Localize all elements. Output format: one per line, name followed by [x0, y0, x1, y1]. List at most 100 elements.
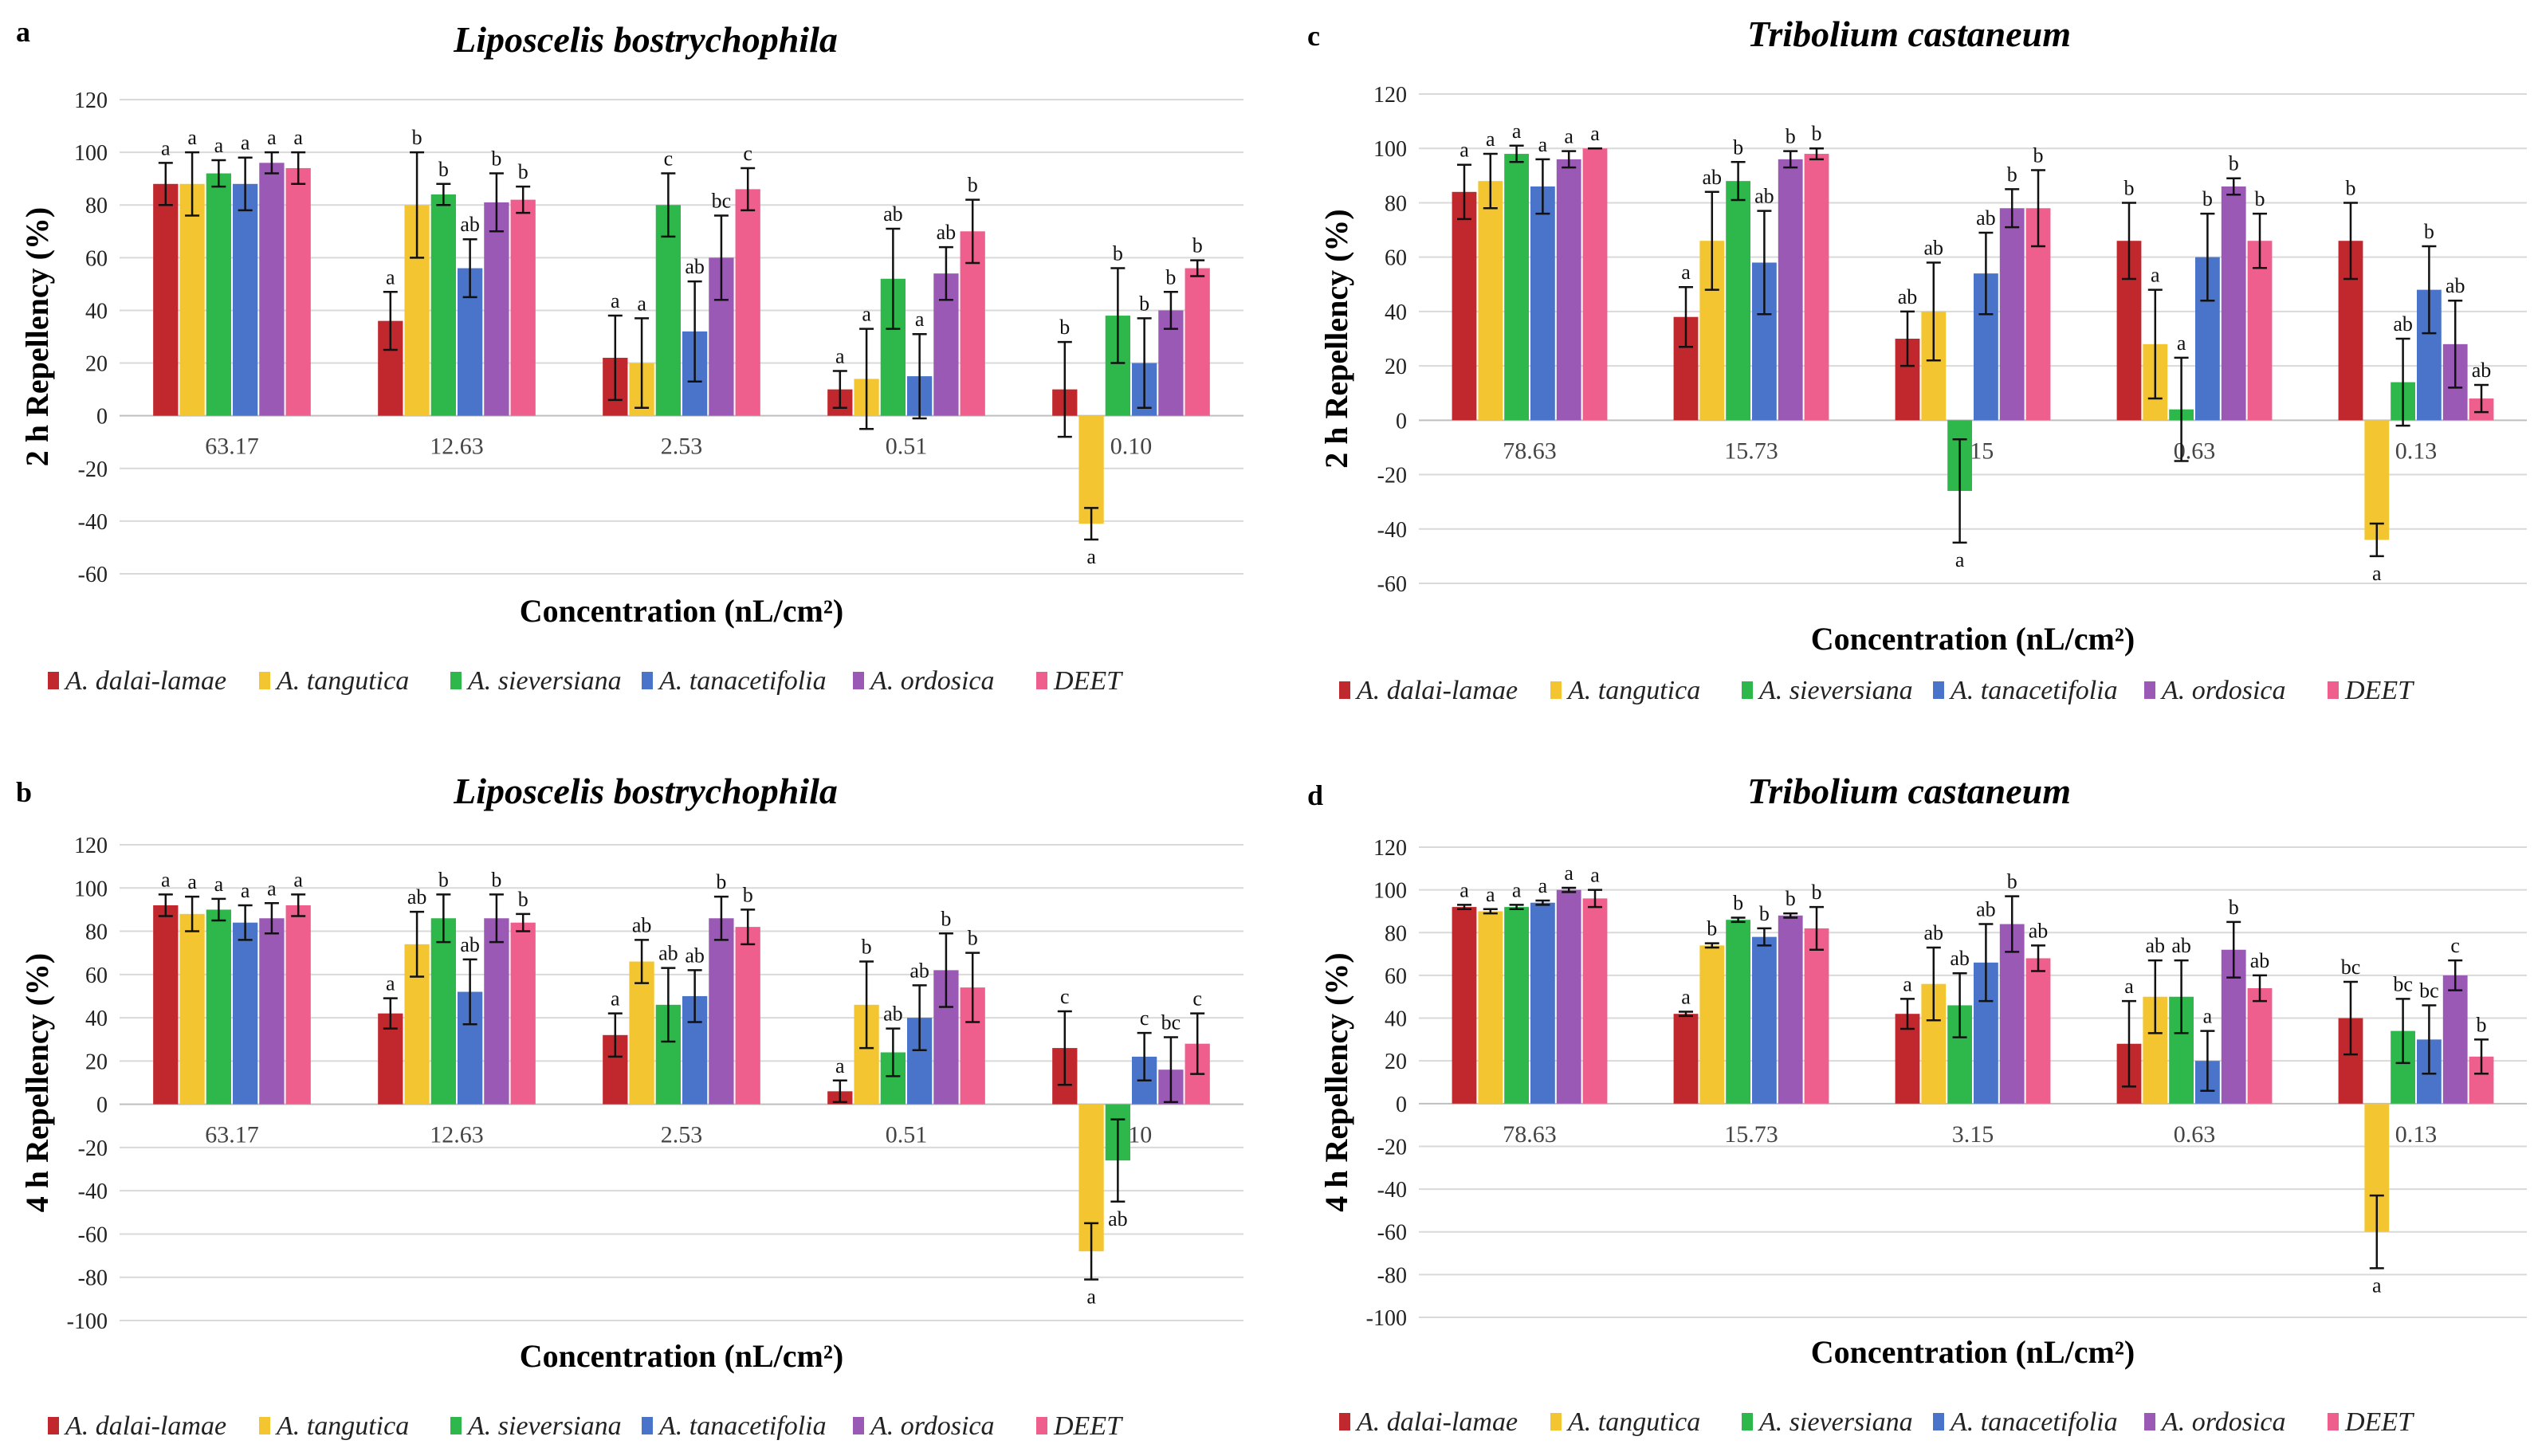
- chart-title: Liposcelis bostrychophila: [453, 19, 838, 60]
- significance-letter: ab: [460, 933, 480, 956]
- y-tick-label: -100: [67, 1309, 108, 1334]
- legend-label: A. tanacetifolia: [658, 1411, 827, 1441]
- bar: [1504, 907, 1529, 1104]
- significance-letter: ab: [2472, 359, 2492, 382]
- significance-letter: a: [611, 987, 620, 1011]
- legend-swatch: [48, 672, 59, 689]
- bar: [1804, 154, 1829, 421]
- bar: [206, 909, 231, 1105]
- y-tick-label: 60: [85, 246, 108, 271]
- significance-letter: b: [968, 927, 978, 950]
- significance-letter: c: [1060, 985, 1070, 1008]
- bar: [430, 918, 456, 1105]
- significance-letter: ab: [909, 959, 929, 982]
- bar: [1778, 915, 1803, 1104]
- significance-letter: b: [941, 907, 951, 930]
- legend-label: A. tangutica: [275, 666, 409, 696]
- bar: [1999, 924, 2025, 1104]
- category-label: 15.73: [1724, 438, 1778, 464]
- y-tick-label: 120: [74, 834, 108, 858]
- panel-d: d Tribolium castaneum -100 -80 -60 -40 -20 0 20 4…: [1307, 771, 2527, 1437]
- legend-swatch: [853, 1417, 864, 1434]
- legend-swatch: [1742, 681, 1753, 699]
- bar: [1184, 268, 1210, 416]
- significance-letter: a: [1512, 120, 1522, 143]
- bar: [1530, 902, 1555, 1104]
- significance-letter: bc: [2419, 979, 2439, 1002]
- legend-swatch: [853, 672, 864, 689]
- significance-letter: a: [1590, 122, 1600, 145]
- significance-letter: b: [1786, 125, 1796, 148]
- chart-title: Liposcelis bostrychophila: [453, 771, 838, 811]
- significance-letter: a: [241, 879, 250, 902]
- significance-letter: a: [915, 308, 925, 331]
- significance-letter: a: [2151, 264, 2160, 287]
- bar: [629, 961, 654, 1105]
- significance-letter: a: [1955, 548, 1965, 571]
- y-tick-label: 120: [1373, 83, 1407, 108]
- legend-swatch: [1550, 1413, 1562, 1430]
- legend-label: DEET: [1053, 1411, 1123, 1441]
- x-axis-title: Concentration (nL/cm²): [520, 593, 843, 629]
- bar: [1504, 154, 1529, 421]
- y-tick-label: 100: [1373, 137, 1407, 162]
- category-label: 63.17: [205, 1122, 259, 1148]
- significance-letter: ab: [883, 1003, 903, 1026]
- legend-swatch: [259, 1417, 270, 1434]
- bar: [285, 905, 311, 1105]
- bar: [259, 163, 285, 416]
- legend-label: A. tangutica: [1566, 676, 1700, 705]
- significance-letter: b: [1059, 316, 1070, 339]
- bar: [1478, 181, 1503, 421]
- significance-letter: ab: [2250, 949, 2270, 972]
- panel-letter: c: [1307, 20, 1320, 52]
- significance-letter: b: [1165, 265, 1176, 288]
- legend: A. dalai-lamae A. tangutica A. sieversiana…: [48, 1411, 1123, 1441]
- y-tick-label: -60: [78, 563, 108, 587]
- category-label: 78.63: [1503, 1121, 1557, 1148]
- bar: [1530, 186, 1555, 421]
- legend-swatch: [1933, 1413, 1944, 1430]
- significance-letter: b: [1733, 892, 1743, 915]
- legend-swatch: [642, 1417, 653, 1434]
- bar: [510, 199, 536, 416]
- bar: [1999, 208, 2025, 421]
- bar: [484, 202, 509, 416]
- significance-letter: ab: [685, 255, 705, 278]
- significance-letter: a: [1681, 261, 1691, 284]
- legend-label: A. ordosica: [2160, 676, 2286, 705]
- bar: [510, 922, 536, 1105]
- category-label: 2.53: [661, 1122, 703, 1148]
- legend-label: A. dalai-lamae: [1355, 1407, 1518, 1437]
- bar: [2442, 975, 2468, 1104]
- chart-title: Tribolium castaneum: [1747, 771, 2071, 811]
- significance-letter: a: [187, 870, 197, 893]
- significance-letter: a: [161, 136, 171, 159]
- category-label: 0.13: [2395, 1121, 2438, 1148]
- bar: [1556, 159, 1581, 421]
- bar: [1452, 907, 1477, 1104]
- significance-letter: a: [161, 868, 171, 891]
- significance-letter: a: [2124, 975, 2134, 998]
- y-tick-label: -80: [1377, 1263, 1407, 1288]
- y-tick-label: 60: [85, 963, 108, 988]
- significance-letter: ab: [1976, 206, 1996, 230]
- significance-letter: b: [1812, 881, 1822, 904]
- y-axis-title: 4 h Repellency (%): [1318, 952, 1354, 1212]
- significance-letter: b: [2123, 176, 2134, 199]
- bar: [1699, 945, 1725, 1104]
- bar: [1078, 415, 1104, 524]
- significance-letter: c: [664, 147, 674, 171]
- y-tick-label: 60: [1385, 964, 1407, 989]
- panel-letter: a: [16, 16, 30, 48]
- legend-label: DEET: [2344, 676, 2414, 705]
- panel-letter: b: [16, 776, 32, 808]
- y-tick-label: 40: [1385, 300, 1407, 325]
- significance-letter: b: [743, 883, 753, 906]
- legend-swatch: [450, 1417, 462, 1434]
- y-tick-label: 0: [1396, 1093, 1407, 1117]
- panel-c: c Tribolium castaneum -60 -40 -20 0 20 40 60 80 10…: [1307, 14, 2527, 705]
- significance-letter: a: [214, 873, 224, 896]
- y-tick-label: 0: [96, 405, 108, 430]
